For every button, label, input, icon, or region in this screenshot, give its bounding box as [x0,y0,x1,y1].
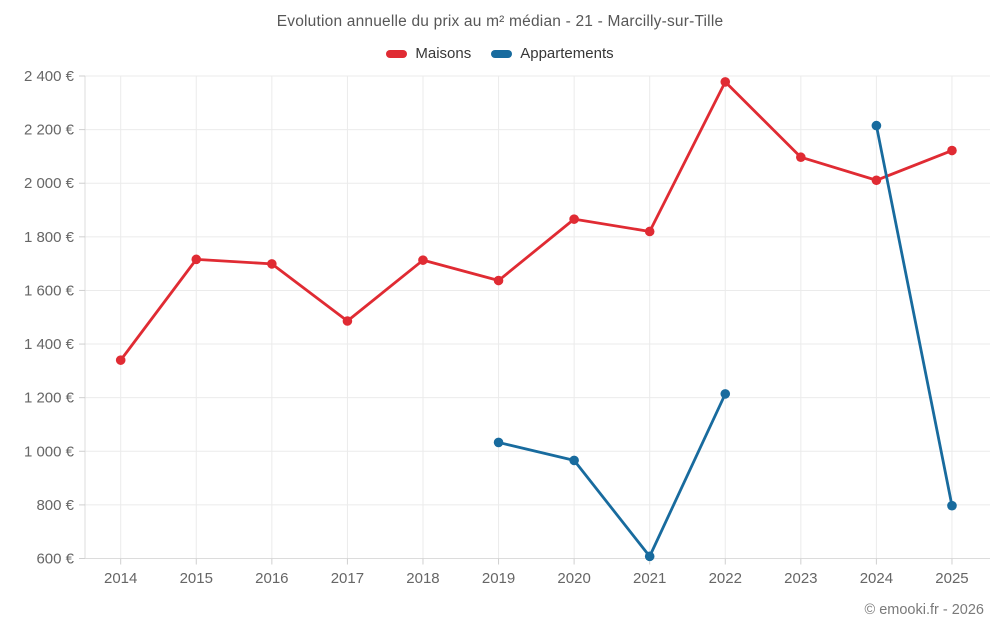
y-axis-label: 1 600 € [24,282,75,299]
appartements-color-swatch [491,49,513,58]
legend-label-maisons: Maisons [415,45,472,62]
chart-legend: Maisons Appartements [0,45,1000,62]
data-point-appartements-2020[interactable] [569,455,579,466]
x-axis-label: 2025 [935,570,968,587]
data-point-maisons-2024[interactable] [871,175,882,186]
data-point-maisons-2017[interactable] [342,316,353,326]
y-axis-label: 2 400 € [24,68,75,85]
y-axis-label: 800 € [36,497,74,514]
x-axis-label: 2018 [406,570,439,587]
data-point-maisons-2014[interactable] [115,355,126,365]
copyright-footer: © emooki.fr - 2026 [864,602,984,618]
series-line-maisons [119,80,954,362]
y-axis-label: 2 000 € [24,175,75,192]
series-line-appartements [875,124,954,508]
data-point-appartements-2022[interactable] [720,389,731,399]
x-axis-label: 2021 [633,570,666,587]
y-axis-label: 2 200 € [24,122,75,139]
data-point-maisons-2021[interactable] [644,226,655,237]
y-axis-label: 1 400 € [24,336,75,353]
data-point-maisons-2016[interactable] [267,259,277,269]
x-axis-label: 2017 [331,570,364,587]
data-point-maisons-2023[interactable] [796,152,806,163]
data-point-maisons-2015[interactable] [191,254,202,265]
x-axis-label: 2024 [860,570,893,587]
series-line-appartements [497,392,727,558]
legend-item-maisons[interactable]: Maisons [386,45,471,62]
legend-label-appartements: Appartements [520,45,614,62]
chart-title: Evolution annuelle du prix au m² médian … [276,13,724,30]
data-point-maisons-2019[interactable] [493,275,504,286]
data-point-maisons-2022[interactable] [720,77,731,87]
maisons-color-swatch [386,49,408,58]
data-point-maisons-2018[interactable] [418,255,428,265]
y-axis-label: 1 800 € [24,229,75,246]
y-axis-label: 1 200 € [24,390,75,407]
x-axis-label: 2019 [482,570,515,587]
y-axis-label: 600 € [36,551,74,568]
data-point-appartements-2025[interactable] [947,500,957,511]
data-point-maisons-2025[interactable] [947,145,957,156]
data-point-maisons-2020[interactable] [569,214,579,224]
y-axis-label: 1 000 € [24,443,75,460]
x-axis-label: 2020 [557,570,590,587]
x-axis-label: 2016 [255,570,288,587]
data-point-appartements-2019[interactable] [493,437,504,448]
x-axis-label: 2014 [104,570,137,587]
data-point-appartements-2024[interactable] [871,120,882,131]
data-point-appartements-2021[interactable] [644,551,655,562]
x-axis-label: 2022 [709,570,742,587]
x-axis-label: 2023 [784,570,817,587]
legend-item-appartements[interactable]: Appartements [491,45,614,62]
x-axis-label: 2015 [180,570,213,587]
